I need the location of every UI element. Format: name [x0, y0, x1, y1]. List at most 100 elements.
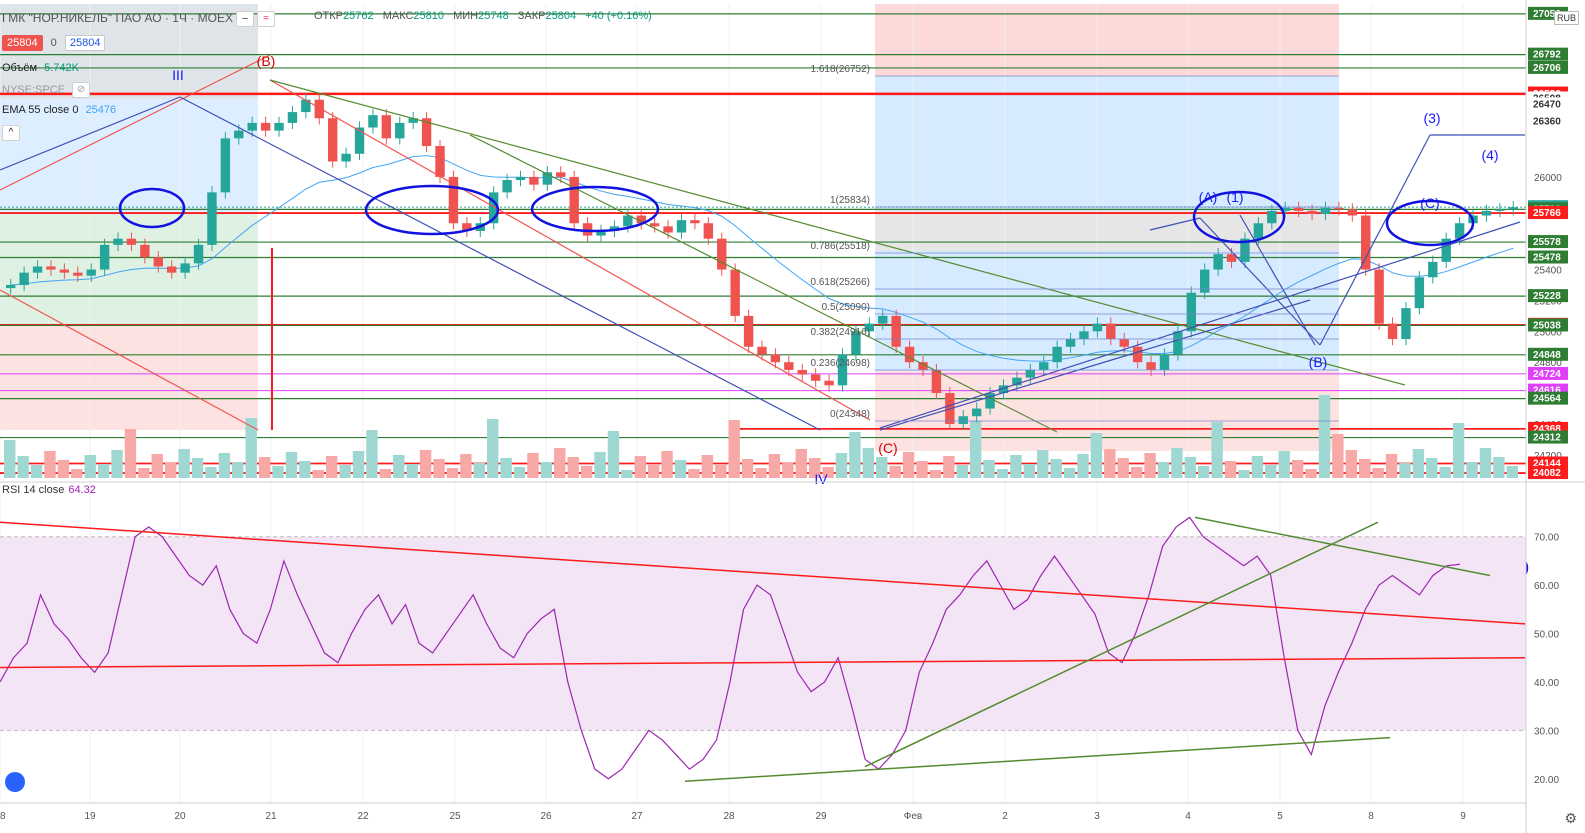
- candle-body: [287, 112, 298, 123]
- wave-label-wC: (C): [878, 440, 897, 456]
- volume-bar: [164, 463, 177, 478]
- volume-bar: [902, 452, 915, 478]
- volume-bar: [4, 440, 16, 478]
- candle-body: [958, 416, 968, 424]
- volume-bar: [889, 466, 901, 478]
- volume-bar: [715, 464, 727, 478]
- candle-body: [1065, 339, 1076, 347]
- volume-bar: [138, 468, 150, 478]
- volume-bar: [1104, 449, 1116, 478]
- time-tick-label: 26: [540, 811, 552, 822]
- price-level-tag-text: 24082: [1533, 468, 1561, 479]
- candle-body: [730, 269, 740, 316]
- volume-bar: [433, 459, 445, 478]
- volume-bar: [1037, 450, 1049, 478]
- time-tick-label: Фев: [904, 811, 922, 822]
- volume-bar: [1144, 453, 1156, 478]
- price-tick-label: 26000: [1534, 173, 1562, 184]
- volume-bar: [782, 463, 794, 478]
- candle-body: [327, 118, 338, 162]
- candle-body: [395, 122, 405, 139]
- rsi-panel: [0, 516, 1526, 782]
- price-level-tag-text: 26470: [1533, 99, 1561, 110]
- candle-body: [113, 238, 123, 245]
- volume-bar: [1385, 454, 1398, 478]
- volume-bar: [17, 456, 29, 478]
- price-level-tag-text: 25478: [1533, 253, 1561, 264]
- symbol-title: ГМК "НОР.НИКЕЛЬ" ПАО АО · 1Ч · MOEX: [2, 11, 233, 25]
- time-tick-label: 8: [1368, 811, 1374, 822]
- ask-box[interactable]: 25804: [64, 35, 106, 51]
- volume-bar: [1198, 466, 1210, 478]
- rsi-trend-line: [0, 657, 1526, 669]
- candle-body: [1132, 346, 1143, 363]
- price-level-tag-text: 25578: [1533, 237, 1561, 248]
- candle-body: [891, 315, 901, 347]
- time-tick-label: 18: [0, 811, 6, 822]
- volume-bar: [876, 457, 888, 478]
- bid-box[interactable]: 25804: [2, 35, 43, 51]
- trend-line: [1149, 217, 1201, 231]
- candle-body: [301, 99, 311, 113]
- candle-body: [931, 369, 942, 394]
- wave-label-wC2: (C): [1420, 195, 1439, 211]
- candle-body: [234, 130, 244, 139]
- price-level-tag-text: 24564: [1533, 394, 1561, 405]
- candle-body: [32, 266, 43, 273]
- collapse-legend-icon[interactable]: ^: [2, 125, 20, 141]
- candle-body: [824, 380, 834, 386]
- volume-bar: [1251, 456, 1264, 478]
- candle-body: [448, 176, 459, 224]
- collapse-row: ^: [2, 125, 20, 141]
- settings-gear-icon[interactable]: ⚙: [1564, 810, 1577, 826]
- candle-body: [1481, 210, 1492, 216]
- candle-body: [1307, 210, 1317, 214]
- volume-bar: [97, 464, 110, 478]
- volume-bar: [1493, 457, 1505, 478]
- ema-value: 25476: [85, 104, 117, 116]
- price-level-tag-text: 24724: [1533, 369, 1561, 380]
- price-level-tag: [1528, 366, 1568, 380]
- candle-body: [1428, 261, 1438, 278]
- tradingview-logo-icon[interactable]: [5, 772, 25, 792]
- volume-bar: [567, 457, 579, 478]
- rsi-tick-label: 50.00: [1534, 630, 1559, 641]
- volume-bar: [674, 460, 687, 478]
- price-level-tag: [1528, 97, 1568, 111]
- volume-bar: [299, 461, 311, 478]
- volume-bar: [916, 461, 928, 478]
- rsi-trend-line: [1194, 516, 1491, 577]
- candle-body: [582, 223, 593, 236]
- eye-off-icon[interactable]: ⊘: [72, 82, 91, 98]
- candle-body: [649, 223, 660, 227]
- price-level-tag-text: 26360: [1533, 116, 1561, 127]
- candle-body: [314, 99, 324, 119]
- currency-label[interactable]: RUB: [1553, 11, 1579, 25]
- volume-bar: [996, 469, 1009, 478]
- trend-line: [269, 79, 871, 421]
- volume-bar: [527, 453, 539, 478]
- compare-icon[interactable]: ≈: [257, 11, 276, 28]
- candle-body: [1374, 269, 1384, 324]
- candle-body: [556, 172, 566, 177]
- candle-body: [1186, 292, 1197, 332]
- time-tick-label: 2: [1002, 811, 1008, 822]
- trend-line: [1239, 214, 1316, 346]
- volume-bar: [1090, 433, 1103, 478]
- volume-bar: [621, 470, 633, 478]
- ema-label: EMA 55 close 0: [2, 104, 79, 116]
- volume-bar: [1452, 423, 1465, 478]
- time-tick-label: 19: [84, 811, 96, 822]
- candle-body: [757, 346, 767, 355]
- price-level-tag-text: 25766: [1533, 208, 1561, 219]
- fib-label: 0.236(24698): [811, 358, 871, 369]
- position-profit-zone-2: [875, 251, 1339, 371]
- candle-body: [381, 115, 392, 139]
- time-tick-label: 20: [174, 811, 186, 822]
- candle-body: [1441, 238, 1451, 262]
- candle-body: [274, 122, 284, 131]
- volume-bar: [1265, 465, 1277, 478]
- minimize-icon[interactable]: –: [236, 11, 255, 28]
- price-level-tag: [1528, 114, 1568, 128]
